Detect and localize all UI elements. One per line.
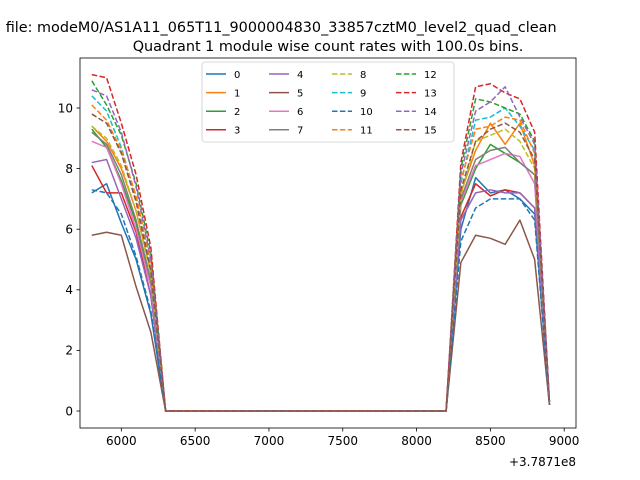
series-line-15 [91, 113, 551, 412]
x-tick-label: 8000 [401, 434, 432, 448]
x-tick-label: 9000 [549, 434, 580, 448]
y-axis: 0 2 4 6 8 10 [58, 101, 80, 418]
x-tick-label: 7000 [254, 434, 285, 448]
y-tick-label: 8 [65, 162, 73, 176]
legend-label-0: 0 [234, 70, 240, 81]
legend-label-8: 8 [360, 70, 366, 81]
legend-label-10: 10 [360, 107, 373, 118]
y-tick-label: 0 [65, 404, 73, 418]
x-axis: 6000 6500 7000 7500 8000 8500 9000 [106, 428, 579, 448]
x-tick-label: 6000 [106, 434, 137, 448]
x-tick-label: 8500 [475, 434, 506, 448]
chart-title: Quadrant 1 module wise count rates with … [133, 39, 524, 55]
legend-frame [201, 61, 455, 143]
legend-label-14: 14 [424, 107, 437, 118]
legend-label-5: 5 [297, 88, 303, 99]
legend-label-13: 13 [424, 88, 437, 99]
x-tick-label: 6500 [180, 434, 211, 448]
legend-label-4: 4 [297, 70, 303, 81]
y-tick-label: 4 [65, 283, 73, 297]
legend-label-15: 15 [424, 126, 437, 137]
series-layer [91, 73, 551, 412]
legend-label-12: 12 [424, 70, 437, 81]
legend-label-3: 3 [234, 126, 240, 137]
x-tick-label: 7500 [327, 434, 358, 448]
legend-label-6: 6 [297, 107, 303, 118]
series-line-10 [91, 189, 551, 412]
legend-label-2: 2 [234, 107, 240, 118]
y-tick-label: 2 [65, 344, 73, 358]
legend-label-11: 11 [360, 126, 373, 137]
y-tick-label: 6 [65, 223, 73, 237]
legend-label-9: 9 [360, 88, 366, 99]
legend-label-7: 7 [297, 126, 303, 137]
legend-label-1: 1 [234, 88, 240, 99]
axes-frame [79, 57, 577, 429]
series-line-5 [91, 219, 551, 412]
figure-suptitle: n file: modeM0/AS1A11_065T11_9000004830_… [0, 20, 557, 36]
y-tick-label: 10 [58, 101, 73, 115]
x-offset-label: +3.7871e8 [509, 455, 576, 469]
